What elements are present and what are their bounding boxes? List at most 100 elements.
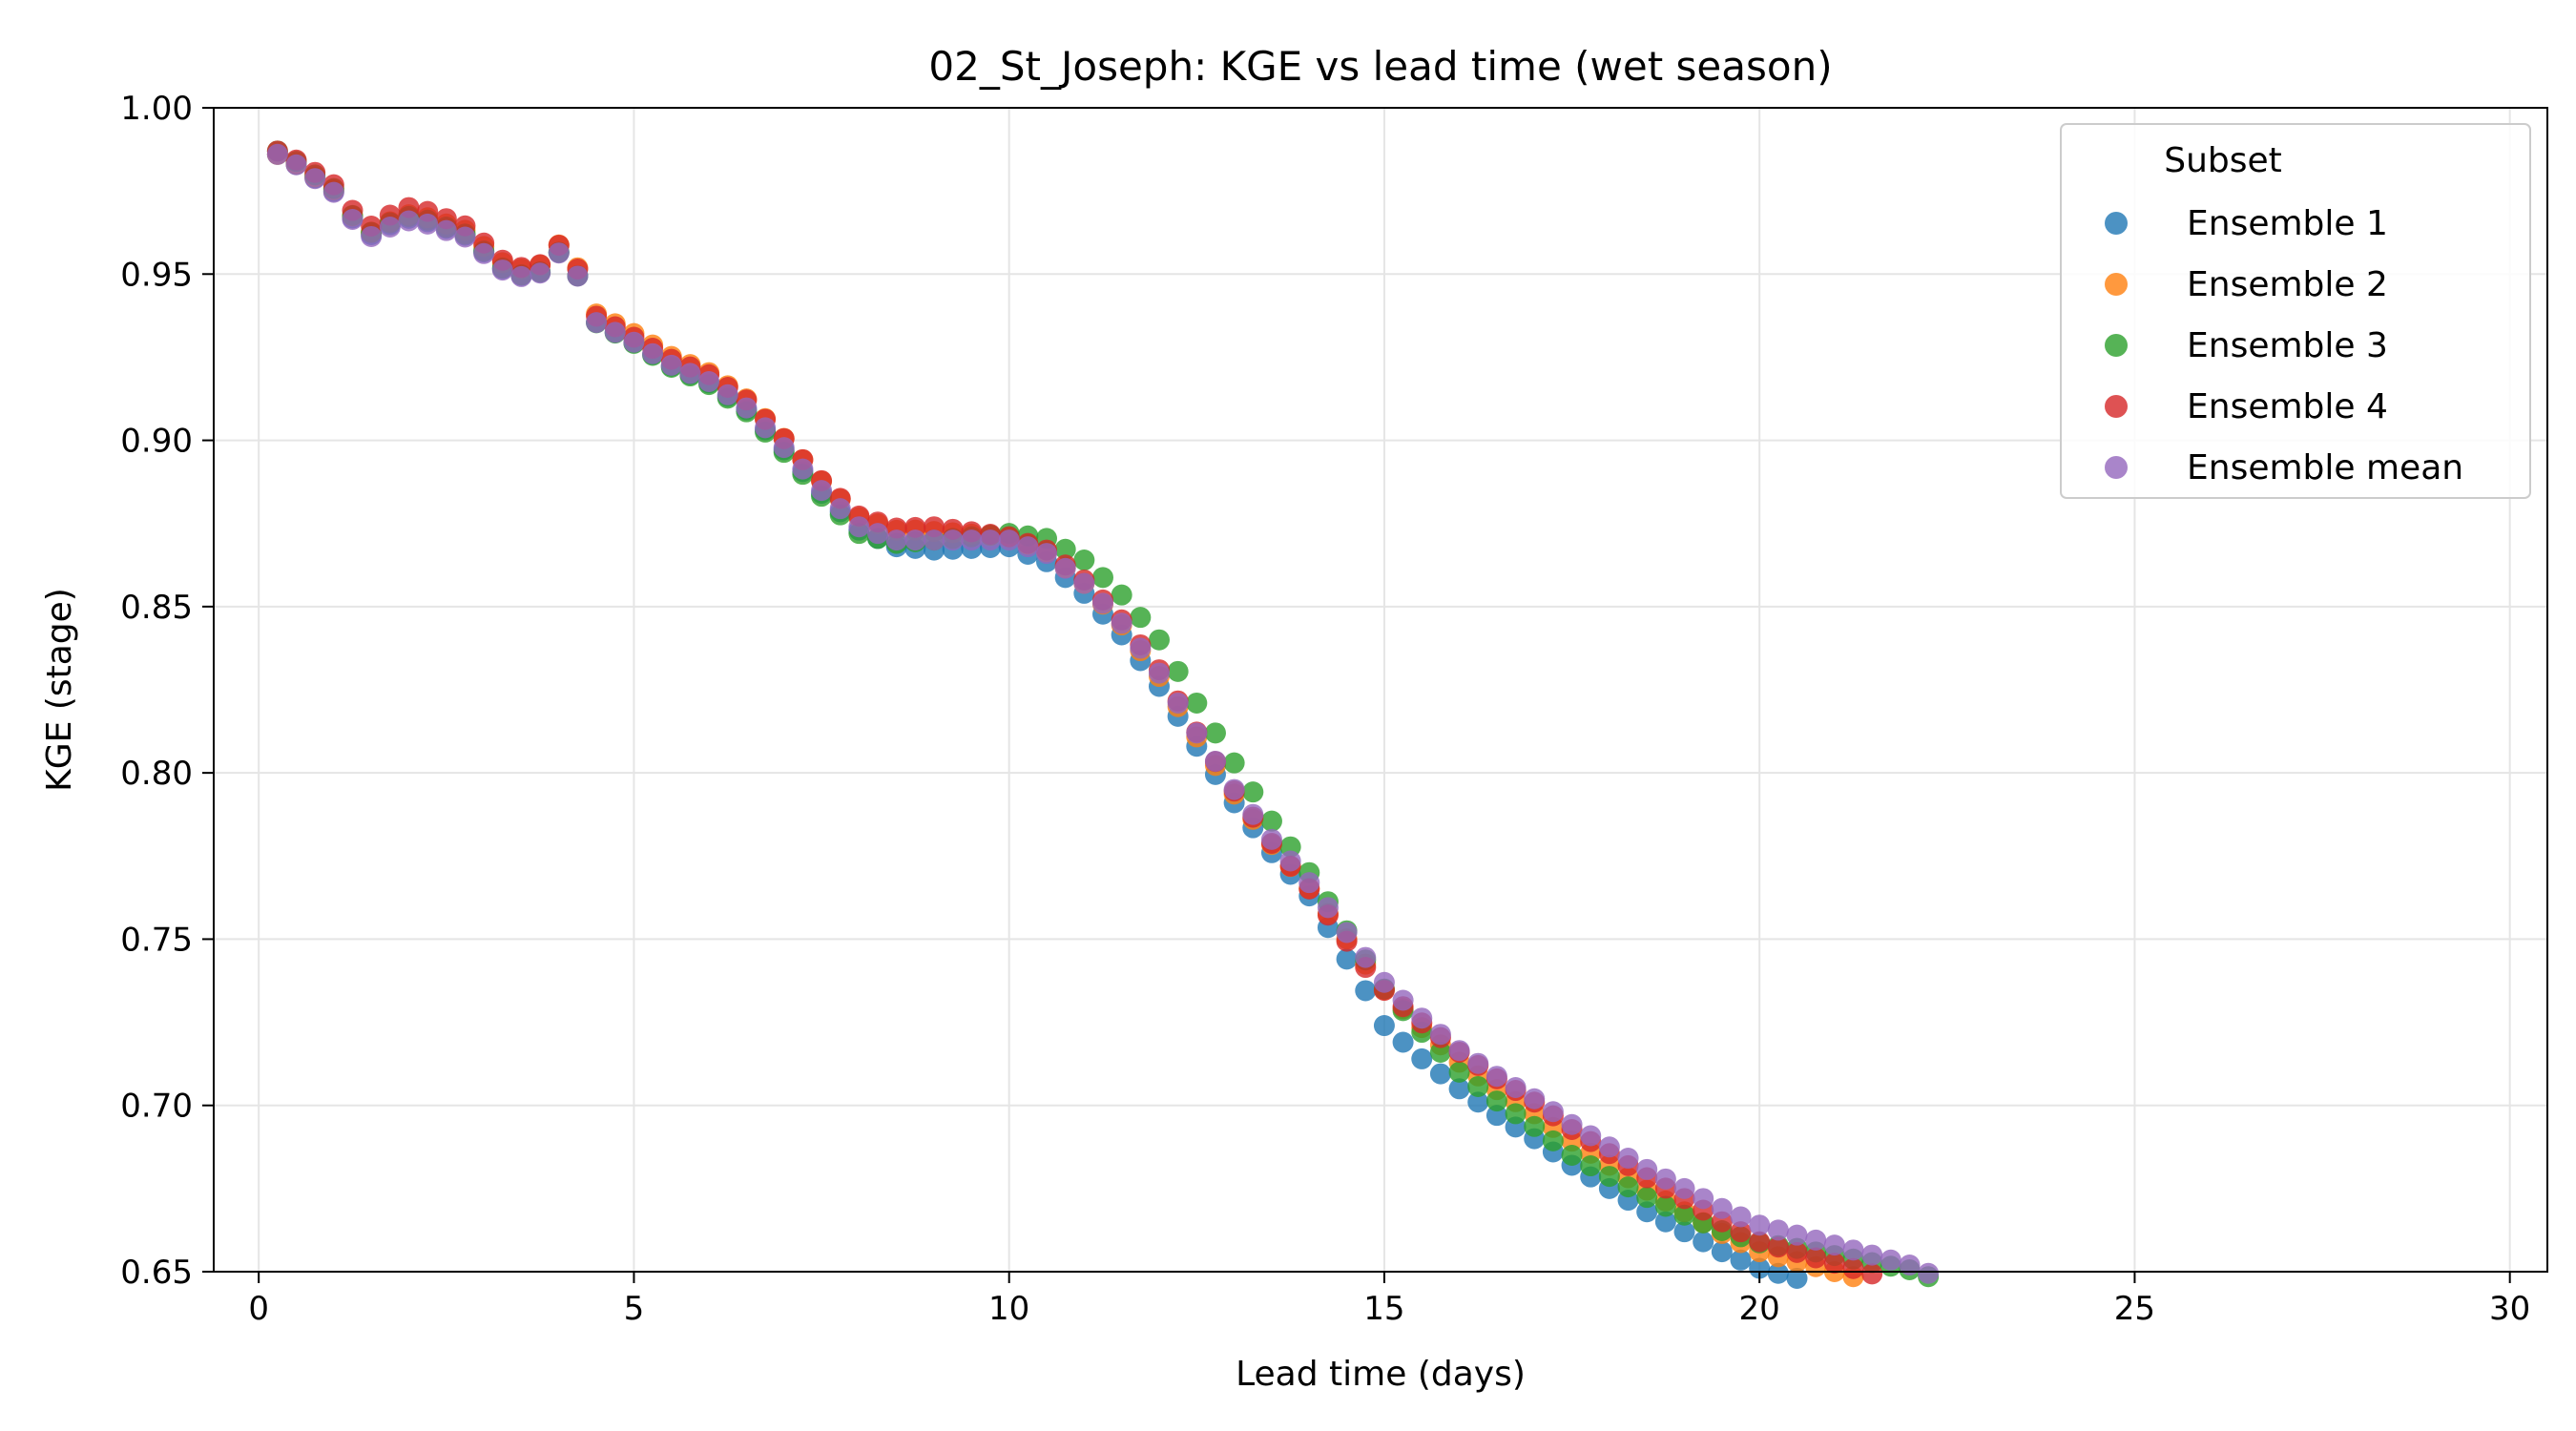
data-point — [567, 265, 589, 287]
data-point — [1598, 1166, 1620, 1188]
data-point — [1091, 567, 1113, 589]
data-point — [773, 437, 795, 459]
data-point — [1373, 1015, 1395, 1037]
data-point — [1485, 1090, 1507, 1112]
data-point — [1673, 1204, 1695, 1226]
data-point — [1467, 1091, 1489, 1113]
data-point — [679, 363, 701, 384]
data-point — [1711, 1197, 1733, 1219]
data-point — [1054, 557, 1076, 579]
data-point — [642, 342, 664, 364]
data-point — [1260, 810, 1282, 832]
data-point — [1054, 538, 1076, 560]
data-point — [1355, 946, 1377, 968]
data-point — [1861, 1244, 1883, 1266]
data-point — [1673, 1177, 1695, 1199]
data-point — [998, 529, 1020, 551]
data-point — [1505, 1103, 1527, 1125]
data-point — [1561, 1113, 1583, 1135]
data-point — [961, 529, 983, 551]
data-point — [1448, 1061, 1470, 1083]
data-point — [1073, 550, 1095, 571]
data-point — [1636, 1158, 1658, 1180]
data-point — [1373, 971, 1395, 993]
data-point — [1336, 922, 1358, 944]
data-point — [811, 480, 833, 502]
legend-box — [2060, 123, 2531, 499]
x-axis-label: Lead time (days) — [1236, 1355, 1526, 1394]
legend-label: Ensemble mean — [2187, 448, 2463, 487]
series-ensemble-mean — [266, 143, 1940, 1284]
data-point — [1223, 778, 1245, 800]
data-point — [1467, 1075, 1489, 1097]
data-point — [885, 529, 907, 551]
data-point — [924, 529, 945, 551]
data-point — [1861, 1263, 1883, 1285]
data-point — [1411, 1047, 1433, 1069]
data-point — [1242, 781, 1264, 803]
data-point — [1767, 1219, 1789, 1241]
data-point — [848, 516, 870, 538]
y-tick-label: 0.65 — [120, 1254, 193, 1292]
data-point — [1617, 1148, 1639, 1170]
data-point — [1073, 572, 1095, 594]
data-point — [530, 262, 551, 284]
plot-frame — [213, 107, 2548, 1273]
data-point — [1786, 1241, 1808, 1263]
data-point — [1091, 592, 1113, 614]
data-point — [980, 529, 1002, 551]
data-point — [435, 219, 457, 241]
data-point — [1279, 850, 1301, 872]
y-tick-label: 0.90 — [120, 423, 193, 461]
data-point — [660, 354, 682, 376]
data-point — [1298, 872, 1320, 894]
x-tick-label: 20 — [1739, 1290, 1780, 1328]
chart-title: 02_St_Joseph: KGE vs lead time (wet seas… — [928, 43, 1832, 90]
data-point — [417, 213, 439, 235]
data-point — [1749, 1214, 1771, 1236]
data-point — [322, 181, 344, 203]
legend-marker — [2105, 334, 2128, 357]
data-point — [1542, 1101, 1564, 1123]
data-point — [1730, 1249, 1752, 1271]
data-point — [1899, 1255, 1921, 1276]
axis-ticks: 0 5 10 15 20 25 30 0.65 0.70 0.75 0.80 0.85 0.90 0.95… — [120, 90, 2530, 1328]
y-tick-label: 0.80 — [120, 755, 193, 793]
data-point — [1730, 1221, 1752, 1243]
legend-title: Subset — [2164, 141, 2282, 180]
data-point — [285, 154, 307, 176]
y-tick-label: 0.95 — [120, 256, 193, 294]
data-point — [1654, 1211, 1676, 1233]
y-tick-label: 0.75 — [120, 921, 193, 959]
x-tick-label: 10 — [988, 1290, 1029, 1328]
data-point — [1130, 607, 1152, 629]
data-point — [904, 529, 926, 551]
data-point — [1786, 1224, 1808, 1246]
data-point — [1429, 1024, 1451, 1046]
data-point — [1242, 803, 1264, 825]
data-point — [1485, 1066, 1507, 1088]
data-point — [1654, 1168, 1676, 1190]
data-point — [454, 226, 476, 248]
data-point — [1036, 543, 1058, 565]
x-tick-label: 0 — [248, 1290, 269, 1328]
data-point — [1767, 1236, 1789, 1258]
data-point — [548, 242, 570, 264]
data-point — [867, 523, 889, 545]
data-point — [1186, 692, 1208, 714]
data-point — [1673, 1221, 1695, 1243]
data-point — [1167, 692, 1189, 714]
data-point — [755, 417, 777, 439]
data-point — [1448, 1078, 1470, 1100]
data-point — [1842, 1257, 1864, 1279]
data-point — [698, 370, 720, 392]
data-point — [1823, 1234, 1845, 1256]
data-point — [1636, 1201, 1658, 1223]
legend-label: Ensemble 3 — [2187, 326, 2388, 365]
legend-label: Ensemble 4 — [2187, 387, 2388, 426]
data-point — [1186, 722, 1208, 744]
data-point — [304, 168, 326, 190]
y-tick-label: 0.85 — [120, 589, 193, 627]
data-point — [1561, 1145, 1583, 1166]
data-point — [473, 242, 495, 264]
